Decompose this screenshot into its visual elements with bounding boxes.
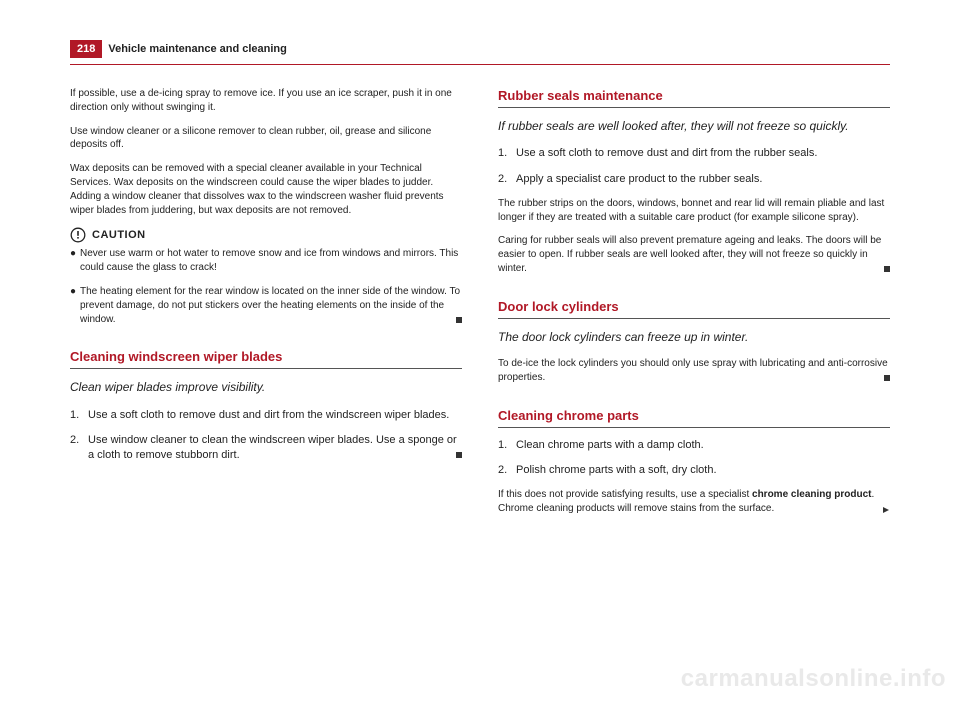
paragraph: If this does not provide satisfying resu… bbox=[498, 488, 890, 516]
bullet-dot: ● bbox=[70, 247, 80, 275]
list-number: 1. bbox=[70, 408, 88, 423]
section-end-icon bbox=[884, 266, 890, 272]
section-end-icon bbox=[456, 317, 462, 323]
paragraph: Wax deposits can be removed with a speci… bbox=[70, 162, 462, 217]
list-text: Use window cleaner to clean the windscre… bbox=[88, 433, 462, 463]
bullet-text: Never use warm or hot water to remove sn… bbox=[80, 247, 462, 275]
caution-icon bbox=[70, 227, 86, 243]
section-rule bbox=[498, 427, 890, 428]
list-item: 2. Apply a specialist care product to th… bbox=[498, 172, 890, 187]
section-rule bbox=[498, 318, 890, 319]
list-text-inner: Use window cleaner to clean the windscre… bbox=[88, 434, 457, 461]
content-columns: If possible, use a de-icing spray to rem… bbox=[70, 87, 890, 526]
bullet-item: ● The heating element for the rear windo… bbox=[70, 285, 462, 326]
list-number: 1. bbox=[498, 438, 516, 453]
list-text: Apply a specialist care product to the r… bbox=[516, 172, 890, 187]
list-text: Use a soft cloth to remove dust and dirt… bbox=[516, 146, 890, 161]
bullet-dot: ● bbox=[70, 285, 80, 326]
section-title: Cleaning windscreen wiper blades bbox=[70, 348, 462, 366]
bullet-text-inner: The heating element for the rear window … bbox=[80, 286, 460, 325]
page-number-badge: 218 bbox=[70, 40, 102, 58]
list-number: 2. bbox=[498, 172, 516, 187]
left-column: If possible, use a de-icing spray to rem… bbox=[70, 87, 462, 526]
page-header: 218 Vehicle maintenance and cleaning bbox=[70, 40, 890, 58]
section-title: Door lock cylinders bbox=[498, 298, 890, 316]
right-column: Rubber seals maintenance If rubber seals… bbox=[498, 87, 890, 526]
section-end-icon bbox=[884, 375, 890, 381]
section-rule bbox=[498, 107, 890, 108]
section-lead: If rubber seals are well looked after, t… bbox=[498, 118, 890, 135]
bullet-item: ● Never use warm or hot water to remove … bbox=[70, 247, 462, 275]
list-item: 1. Use a soft cloth to remove dust and d… bbox=[498, 146, 890, 161]
paragraph: Use window cleaner or a silicone remover… bbox=[70, 125, 462, 153]
paragraph: The rubber strips on the doors, windows,… bbox=[498, 197, 890, 225]
list-number: 1. bbox=[498, 146, 516, 161]
paragraph-text-a: If this does not provide satisfying resu… bbox=[498, 489, 752, 500]
section-title: Cleaning chrome parts bbox=[498, 407, 890, 425]
list-number: 2. bbox=[498, 463, 516, 478]
page-title: Vehicle maintenance and cleaning bbox=[108, 43, 287, 55]
paragraph-text: To de-ice the lock cylinders you should … bbox=[498, 358, 888, 383]
list-text: Use a soft cloth to remove dust and dirt… bbox=[88, 408, 462, 423]
list-item: 1. Clean chrome parts with a damp cloth. bbox=[498, 438, 890, 453]
caution-label: CAUTION bbox=[92, 228, 146, 243]
continue-arrow-icon bbox=[882, 505, 890, 519]
list-item: 2. Polish chrome parts with a soft, dry … bbox=[498, 463, 890, 478]
list-item: 2. Use window cleaner to clean the winds… bbox=[70, 433, 462, 463]
paragraph: Caring for rubber seals will also preven… bbox=[498, 234, 890, 275]
section-end-icon bbox=[456, 452, 462, 458]
paragraph-text-bold: chrome cleaning product bbox=[752, 489, 871, 500]
list-text: Polish chrome parts with a soft, dry clo… bbox=[516, 463, 890, 478]
paragraph-text: Caring for rubber seals will also preven… bbox=[498, 235, 881, 274]
list-item: 1. Use a soft cloth to remove dust and d… bbox=[70, 408, 462, 423]
list-number: 2. bbox=[70, 433, 88, 463]
paragraph: If possible, use a de-icing spray to rem… bbox=[70, 87, 462, 115]
section-lead: The door lock cylinders can freeze up in… bbox=[498, 329, 890, 346]
section-title: Rubber seals maintenance bbox=[498, 87, 890, 105]
section-lead: Clean wiper blades improve visibility. bbox=[70, 379, 462, 396]
watermark: carmanualsonline.info bbox=[681, 665, 946, 693]
page: 218 Vehicle maintenance and cleaning If … bbox=[0, 0, 960, 701]
header-rule bbox=[70, 64, 890, 65]
list-text: Clean chrome parts with a damp cloth. bbox=[516, 438, 890, 453]
bullet-text: The heating element for the rear window … bbox=[80, 285, 462, 326]
section-rule bbox=[70, 368, 462, 369]
caution-header: CAUTION bbox=[70, 227, 462, 243]
paragraph: To de-ice the lock cylinders you should … bbox=[498, 357, 890, 385]
